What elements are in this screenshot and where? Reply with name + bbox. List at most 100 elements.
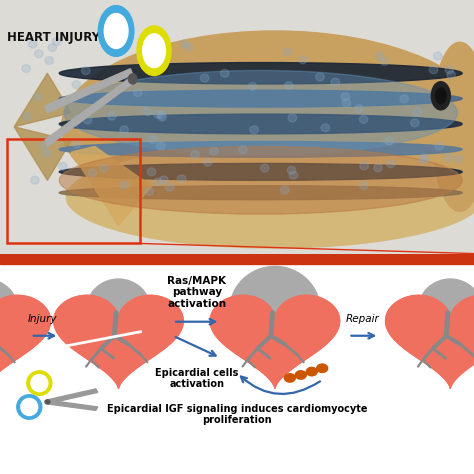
Ellipse shape bbox=[104, 14, 128, 48]
Ellipse shape bbox=[281, 186, 289, 194]
Ellipse shape bbox=[28, 40, 37, 48]
Ellipse shape bbox=[165, 183, 174, 191]
Ellipse shape bbox=[82, 67, 90, 74]
Ellipse shape bbox=[250, 126, 258, 134]
Ellipse shape bbox=[374, 164, 382, 172]
Text: HEART INJURY: HEART INJURY bbox=[7, 31, 100, 44]
Text: Injury: Injury bbox=[28, 314, 57, 324]
Ellipse shape bbox=[306, 367, 317, 376]
Ellipse shape bbox=[124, 78, 133, 86]
Ellipse shape bbox=[59, 63, 462, 84]
Text: Epicardial IGF signaling induces cardiomyocyte
proliferation: Epicardial IGF signaling induces cardiom… bbox=[107, 404, 367, 426]
Ellipse shape bbox=[248, 82, 256, 90]
Ellipse shape bbox=[321, 124, 329, 132]
Ellipse shape bbox=[62, 31, 474, 223]
Ellipse shape bbox=[419, 154, 428, 162]
Ellipse shape bbox=[22, 113, 31, 120]
Polygon shape bbox=[386, 295, 474, 388]
Polygon shape bbox=[54, 295, 183, 388]
Ellipse shape bbox=[447, 71, 456, 79]
Ellipse shape bbox=[203, 158, 212, 166]
Ellipse shape bbox=[238, 146, 247, 154]
Ellipse shape bbox=[413, 108, 421, 116]
Ellipse shape bbox=[31, 374, 48, 392]
Ellipse shape bbox=[400, 95, 409, 103]
Ellipse shape bbox=[435, 142, 444, 150]
Ellipse shape bbox=[288, 114, 297, 122]
Ellipse shape bbox=[0, 279, 18, 342]
Ellipse shape bbox=[201, 74, 209, 82]
Polygon shape bbox=[210, 295, 339, 388]
Ellipse shape bbox=[143, 34, 165, 68]
Ellipse shape bbox=[220, 69, 229, 77]
Ellipse shape bbox=[454, 155, 463, 163]
Ellipse shape bbox=[434, 52, 442, 60]
Ellipse shape bbox=[27, 371, 52, 395]
Text: Ras/MAPK
pathway
activation: Ras/MAPK pathway activation bbox=[167, 275, 226, 309]
Ellipse shape bbox=[21, 399, 38, 416]
Ellipse shape bbox=[341, 93, 350, 100]
Ellipse shape bbox=[22, 64, 30, 73]
Ellipse shape bbox=[420, 155, 428, 164]
Ellipse shape bbox=[418, 279, 474, 342]
Ellipse shape bbox=[410, 119, 419, 127]
Ellipse shape bbox=[88, 169, 97, 177]
Ellipse shape bbox=[128, 74, 137, 84]
Ellipse shape bbox=[66, 146, 474, 248]
Ellipse shape bbox=[72, 81, 81, 89]
Ellipse shape bbox=[210, 147, 219, 155]
Ellipse shape bbox=[31, 176, 39, 184]
Ellipse shape bbox=[260, 164, 269, 172]
Ellipse shape bbox=[147, 168, 155, 176]
Ellipse shape bbox=[59, 141, 462, 157]
Polygon shape bbox=[0, 295, 50, 388]
Ellipse shape bbox=[64, 71, 457, 155]
Ellipse shape bbox=[58, 163, 67, 170]
Polygon shape bbox=[14, 73, 71, 127]
Ellipse shape bbox=[145, 188, 154, 195]
Ellipse shape bbox=[229, 266, 320, 355]
Polygon shape bbox=[45, 78, 133, 146]
Ellipse shape bbox=[177, 175, 186, 183]
Ellipse shape bbox=[154, 178, 162, 186]
Ellipse shape bbox=[52, 37, 61, 46]
Ellipse shape bbox=[42, 149, 51, 157]
Ellipse shape bbox=[180, 40, 188, 48]
Ellipse shape bbox=[385, 137, 393, 145]
Ellipse shape bbox=[156, 142, 165, 150]
Ellipse shape bbox=[48, 44, 56, 52]
Ellipse shape bbox=[45, 56, 54, 64]
Polygon shape bbox=[210, 295, 339, 388]
Ellipse shape bbox=[154, 110, 162, 118]
Ellipse shape bbox=[120, 126, 128, 134]
Text: Repair: Repair bbox=[346, 314, 380, 324]
Ellipse shape bbox=[445, 66, 454, 73]
Ellipse shape bbox=[284, 374, 295, 382]
Ellipse shape bbox=[157, 111, 165, 119]
Ellipse shape bbox=[359, 182, 368, 190]
Ellipse shape bbox=[59, 114, 462, 134]
Polygon shape bbox=[71, 146, 152, 226]
Ellipse shape bbox=[120, 181, 129, 189]
Ellipse shape bbox=[59, 146, 462, 214]
Ellipse shape bbox=[283, 48, 292, 56]
Polygon shape bbox=[45, 69, 133, 113]
Ellipse shape bbox=[429, 66, 438, 73]
Ellipse shape bbox=[317, 364, 328, 373]
Ellipse shape bbox=[287, 166, 296, 174]
Ellipse shape bbox=[375, 52, 384, 60]
Ellipse shape bbox=[86, 279, 151, 342]
Ellipse shape bbox=[380, 57, 389, 65]
Polygon shape bbox=[0, 295, 50, 388]
Ellipse shape bbox=[108, 112, 116, 120]
Ellipse shape bbox=[386, 160, 395, 168]
Ellipse shape bbox=[342, 99, 351, 107]
Ellipse shape bbox=[331, 78, 339, 86]
Ellipse shape bbox=[160, 176, 168, 184]
Ellipse shape bbox=[83, 116, 92, 124]
Ellipse shape bbox=[134, 89, 142, 97]
Bar bbox=[0, 254, 474, 264]
Ellipse shape bbox=[35, 50, 43, 58]
Ellipse shape bbox=[17, 395, 42, 419]
Ellipse shape bbox=[158, 113, 166, 121]
